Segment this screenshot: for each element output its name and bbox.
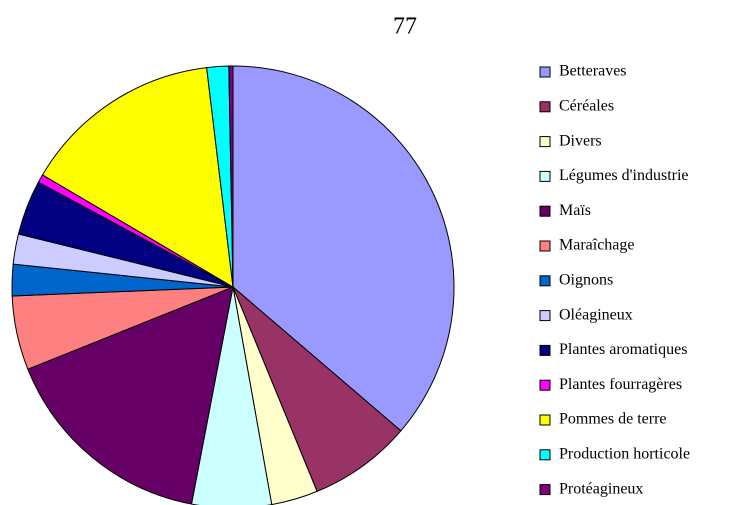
legend-swatch	[539, 414, 551, 426]
pie-slice	[41, 67, 234, 288]
legend-label: Oléagineux	[559, 306, 633, 323]
legend-label: Maraîchage	[559, 237, 635, 254]
legend-swatch	[539, 275, 551, 287]
legend-swatch	[539, 379, 551, 391]
legend-swatch	[539, 136, 551, 148]
legend-swatch	[539, 66, 551, 78]
legend-swatch	[539, 240, 551, 252]
legend-swatch	[539, 310, 551, 322]
legend-swatch	[539, 170, 551, 182]
legend-label: Pommes de terre	[559, 411, 667, 428]
legend-label: Production horticole	[559, 445, 690, 462]
pie-slice	[232, 286, 402, 493]
legend-swatch	[539, 205, 551, 217]
chart-title: 77	[393, 14, 417, 40]
legend-label: Protéagineux	[559, 480, 643, 497]
legend-swatch	[539, 101, 551, 113]
pie-slice	[232, 65, 455, 432]
legend-label: Plantes aromatiques	[559, 341, 687, 358]
legend-label: Maïs	[559, 202, 591, 219]
legend-label: Plantes fourragères	[559, 376, 682, 393]
legend-label: Oignons	[559, 271, 613, 288]
legend-swatch	[539, 484, 551, 496]
pie-slice	[27, 286, 234, 505]
legend-swatch	[539, 449, 551, 461]
legend-swatch	[539, 344, 551, 356]
legend-label: Céréales	[559, 97, 614, 114]
legend-label: Betteraves	[559, 63, 627, 80]
legend-label: Légumes d'industrie	[559, 167, 689, 184]
legend-label: Divers	[559, 132, 602, 149]
pie-slice	[228, 65, 234, 288]
